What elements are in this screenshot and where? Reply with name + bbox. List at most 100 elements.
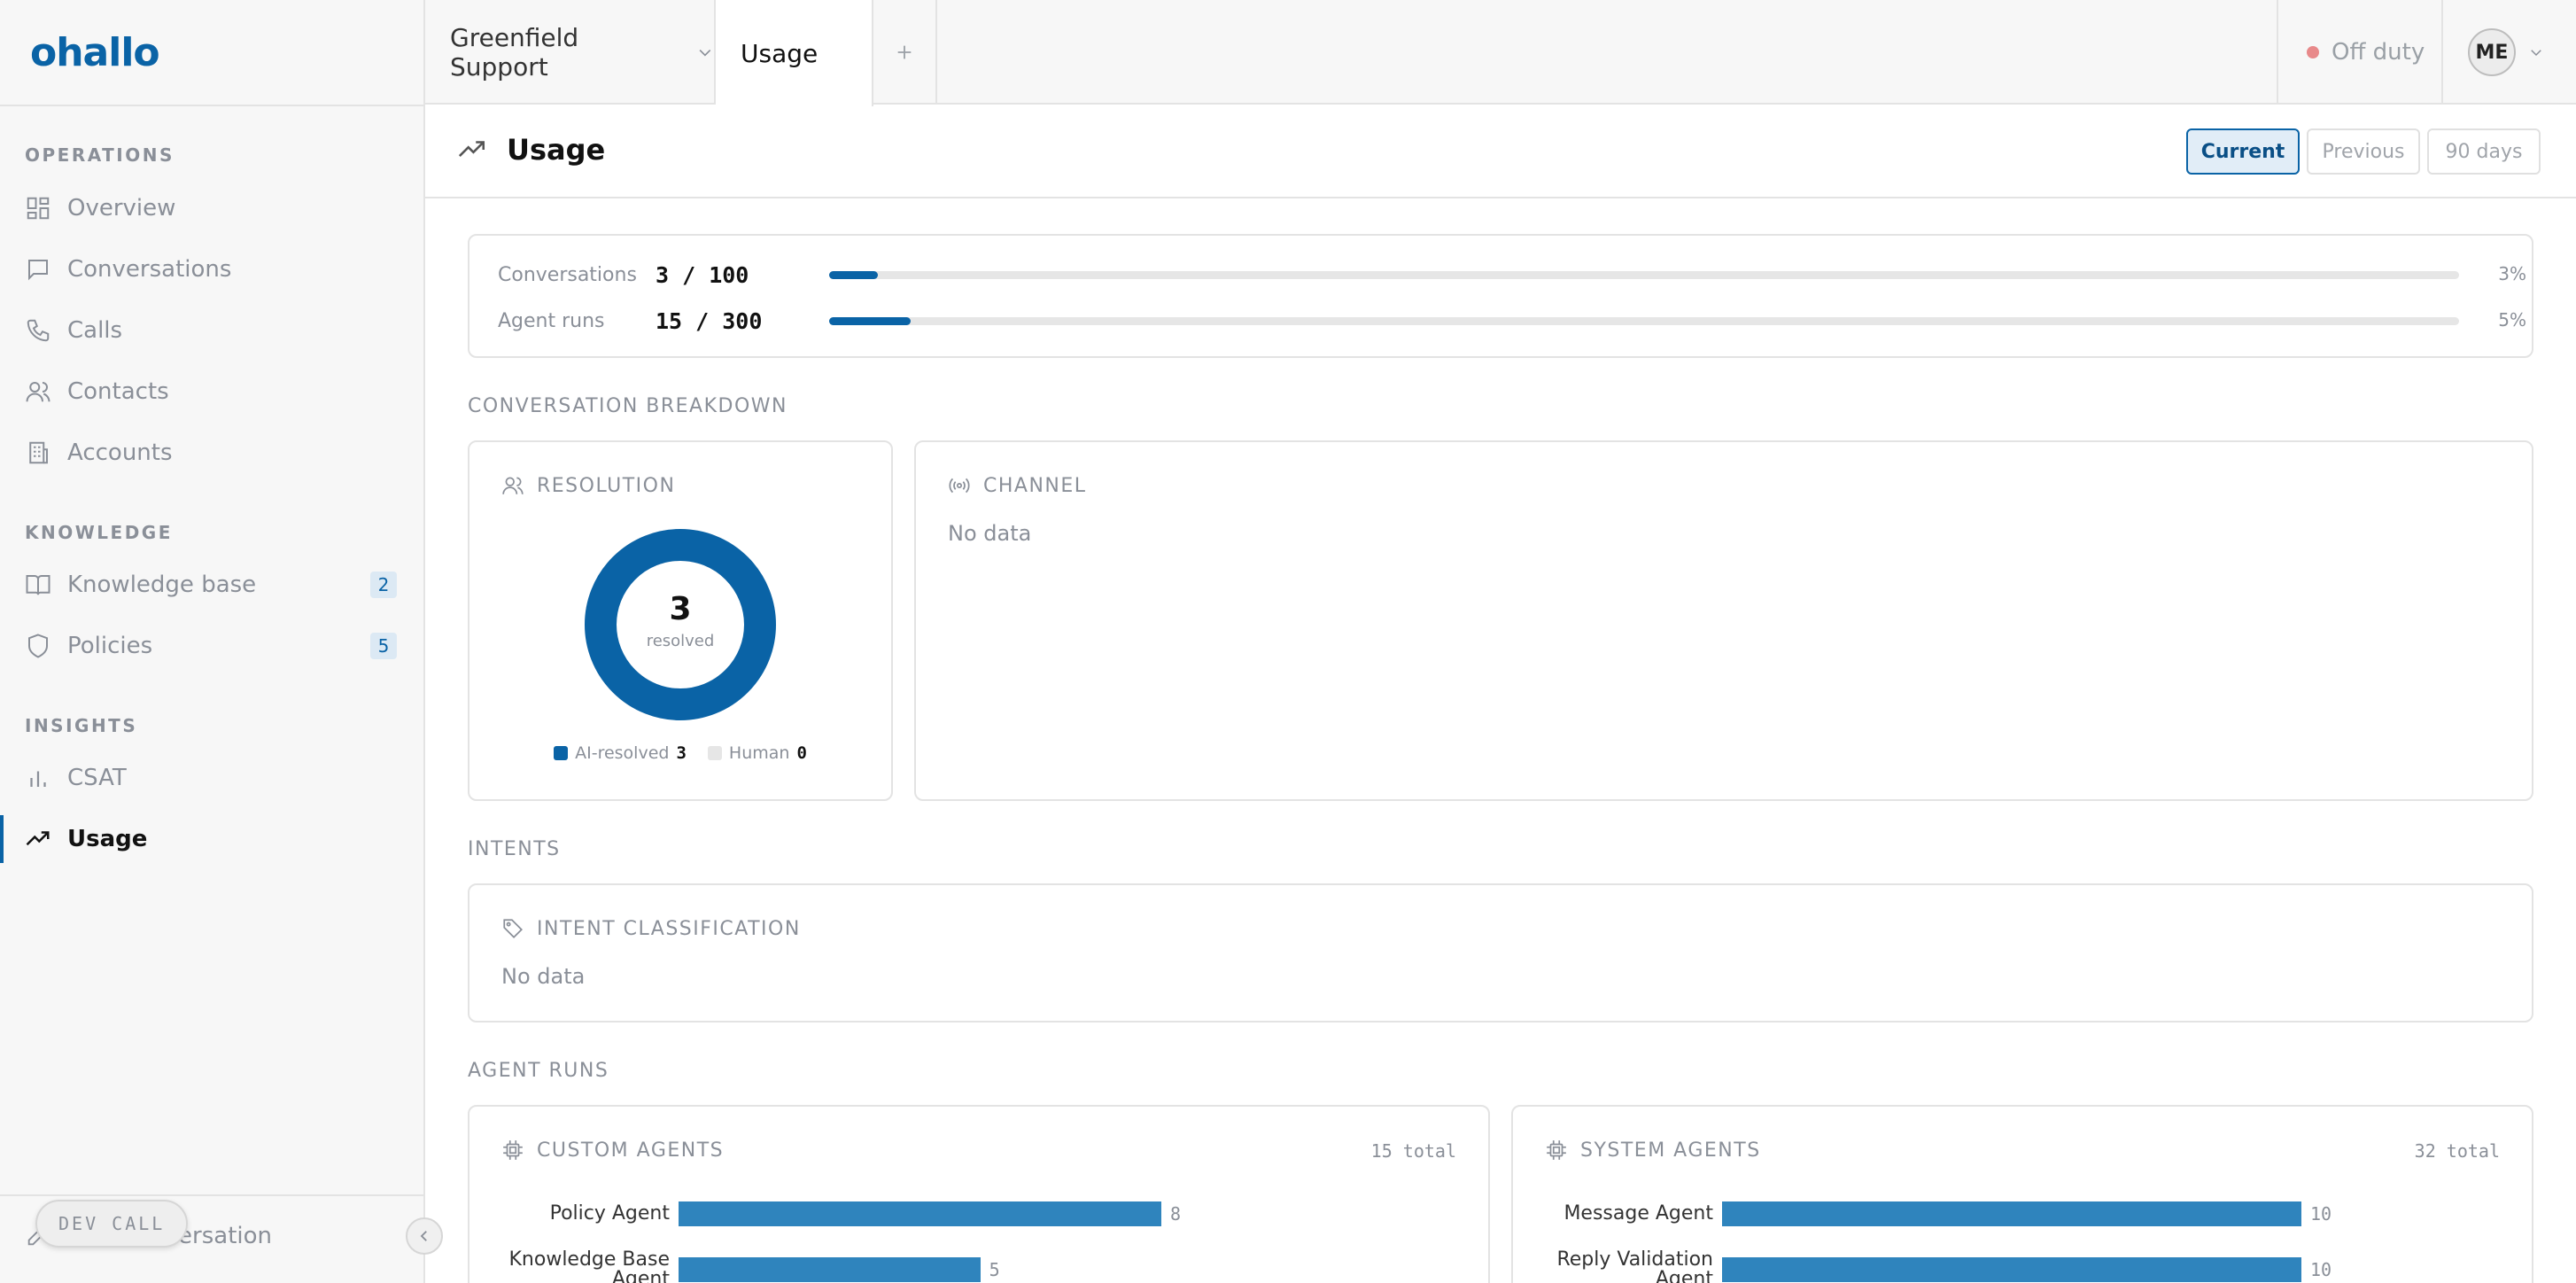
chevron-down-icon: [699, 49, 711, 57]
workspace-selector[interactable]: Greenfield Support: [425, 0, 716, 105]
sidebar-item-label: Policies: [67, 633, 153, 659]
period-90-days-button[interactable]: 90 days: [2427, 128, 2541, 175]
users-icon: [25, 378, 51, 405]
intent-classification-card: INTENT CLASSIFICATION No data: [468, 883, 2533, 1023]
quota-progress-track: [829, 317, 2459, 325]
duty-status-toggle[interactable]: Off duty: [2277, 0, 2443, 105]
bar[interactable]: [1722, 1201, 2301, 1226]
bar-value-label: 10: [2310, 1203, 2332, 1225]
quota-percent: 3%: [2498, 263, 2526, 284]
shield-icon: [25, 633, 51, 659]
count-badge: 2: [370, 572, 397, 598]
bar-value-label: 8: [1170, 1203, 1182, 1225]
card-title: RESOLUTION: [501, 474, 675, 497]
legend-label: Human: [728, 743, 790, 763]
system-agents-card: SYSTEM AGENTS 32 total Message Agent 10 Re…: [1511, 1105, 2533, 1283]
section-title-intents: INTENTS: [468, 838, 561, 860]
legend-value: 0: [796, 743, 807, 763]
donut-center-value: 3: [669, 591, 692, 627]
sidebar-item-calls[interactable]: Calls: [0, 303, 423, 358]
trending-up-icon: [458, 141, 485, 157]
section-title-breakdown: CONVERSATION BREAKDOWN: [468, 395, 788, 417]
legend-item-ai-resolved: AI-resolved 3: [554, 743, 687, 763]
bar-label: Reply Validation Agent: [1556, 1248, 1713, 1283]
quota-progress-fill: [829, 317, 911, 325]
section-title-agent-runs: AGENT RUNS: [468, 1060, 609, 1082]
quota-percent: 5%: [2498, 309, 2526, 330]
top-bar: Greenfield Support Usage Off duty ME: [425, 0, 2576, 106]
sidebar-item-label: Knowledge base: [67, 572, 257, 598]
sidebar-collapse-button[interactable]: [406, 1217, 443, 1255]
dev-call-button[interactable]: DEV CALL: [35, 1200, 189, 1248]
sidebar-item-usage[interactable]: Usage: [0, 812, 423, 867]
quota-label: Conversations: [498, 263, 637, 286]
empty-state-text: No data: [501, 964, 586, 989]
sidebar-item-label: Calls: [67, 317, 123, 344]
quota-progress-track: [829, 271, 2459, 279]
sidebar-item-conversations[interactable]: Conversations: [0, 242, 423, 297]
add-tab-button[interactable]: [873, 0, 937, 105]
plus-icon: [897, 45, 912, 59]
legend-label: AI-resolved: [575, 743, 670, 763]
sidebar-item-overview[interactable]: Overview: [0, 181, 423, 236]
sidebar-item-label: Overview: [67, 195, 176, 222]
tag-icon: [503, 919, 523, 938]
legend-item-human: Human 0: [707, 743, 807, 763]
sidebar-item-csat[interactable]: CSAT: [0, 750, 423, 805]
sidebar-item-policies[interactable]: Policies 5: [0, 618, 423, 673]
broadcast-icon: [949, 478, 970, 494]
book-icon: [25, 572, 51, 598]
resolution-legend: AI-resolved 3 Human 0: [469, 743, 891, 763]
quota-progress-fill: [829, 271, 879, 279]
period-current-button[interactable]: Current: [2186, 128, 2300, 175]
empty-state-text: No data: [948, 521, 1032, 546]
card-title-text: INTENT CLASSIFICATION: [537, 917, 801, 940]
bar[interactable]: [679, 1201, 1161, 1226]
brand-logo[interactable]: ohallo: [30, 29, 160, 75]
section-knowledge: KNOWLEDGE: [25, 522, 173, 543]
section-insights: INSIGHTS: [25, 715, 138, 736]
bar[interactable]: [679, 1257, 981, 1282]
agent-total: 32 total: [2414, 1140, 2500, 1162]
sidebar-divider: [0, 105, 425, 106]
cpu-icon: [1547, 1140, 1566, 1160]
phone-icon: [25, 317, 51, 344]
period-previous-button[interactable]: Previous: [2307, 128, 2420, 175]
sidebar-item-label: Usage: [67, 826, 148, 852]
bar-value-label: 5: [989, 1259, 1000, 1280]
avatar[interactable]: ME: [2468, 28, 2516, 76]
card-title: CHANNEL: [948, 474, 1087, 497]
user-menu[interactable]: ME: [2468, 28, 2544, 76]
bar-chart-icon: [25, 765, 51, 791]
building-icon: [25, 439, 51, 466]
resolution-donut-chart: [585, 529, 776, 720]
card-title: SYSTEM AGENTS: [1545, 1139, 1761, 1162]
page-title-text: Usage: [507, 133, 606, 167]
bar[interactable]: [1722, 1257, 2301, 1282]
card-title-text: RESOLUTION: [537, 474, 676, 497]
sidebar-item-knowledge-base[interactable]: Knowledge base 2: [0, 557, 423, 612]
sidebar-item-accounts[interactable]: Accounts: [0, 425, 423, 480]
quota-card: Conversations 3 / 100 3% Agent runs 15 /…: [468, 234, 2533, 358]
chat-bubble-icon: [25, 256, 51, 283]
grid-icon: [25, 195, 51, 222]
tab-usage[interactable]: Usage: [716, 0, 873, 106]
legend-swatch: [554, 746, 569, 760]
donut-slice-ai-resolved[interactable]: [585, 529, 776, 720]
quota-value: 15 / 300: [656, 307, 763, 334]
users-icon: [502, 477, 524, 494]
card-title-text: CHANNEL: [983, 474, 1087, 497]
bar-label: Knowledge Base Agent: [508, 1248, 671, 1283]
section-operations: OPERATIONS: [25, 144, 175, 166]
bar-label: Message Agent: [1563, 1202, 1713, 1225]
page-title: Usage: [457, 133, 605, 167]
donut-center-label: resolved: [646, 632, 715, 650]
sidebar-divider: [0, 1194, 423, 1196]
sidebar-item-contacts[interactable]: Contacts: [0, 364, 423, 419]
bar-label: Policy Agent: [549, 1202, 670, 1225]
resolution-card: RESOLUTION 3 resolved AI-resolved 3 Huma…: [468, 440, 893, 801]
cpu-icon: [503, 1140, 523, 1160]
sidebar-item-label: Contacts: [67, 378, 169, 405]
agent-total: 15 total: [1370, 1140, 1456, 1162]
quota-row-conversations: Conversations 3 / 100 3%: [498, 257, 2535, 292]
